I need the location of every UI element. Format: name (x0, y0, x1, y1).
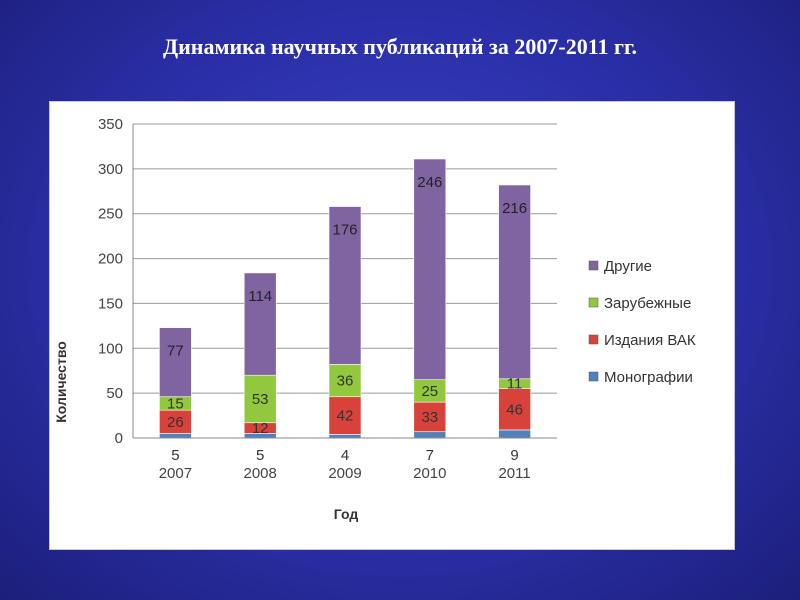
data-label: 53 (252, 391, 269, 408)
legend-label: Издания ВАК (604, 332, 696, 349)
y-tick-label: 150 (98, 295, 123, 312)
bar-segment (498, 184, 531, 380)
labels-layer: 5 26 15 77 5 12 53 114 4 42 36 176 7 33 25 246 9 46 11 216 (167, 174, 527, 464)
x-tick-label: 2008 (244, 465, 277, 482)
data-label: 7 (426, 447, 434, 464)
y-tick-label: 200 (98, 251, 123, 268)
axis-layer: 0 50 100 150 200 250 300 350 2007 2008 2009 2010 201… (98, 116, 557, 482)
y-tick-label: 300 (98, 161, 123, 178)
data-label: 114 (248, 288, 272, 305)
bar-segment (498, 388, 531, 431)
bar-segment (413, 431, 447, 439)
x-tick-label: 2007 (159, 465, 192, 482)
y-tick-label: 250 (98, 206, 123, 223)
y-tick-label: 100 (98, 340, 123, 357)
data-label: 216 (502, 200, 527, 217)
data-label: 15 (167, 395, 184, 412)
data-label: 4 (341, 447, 349, 464)
legend-layer: Другие Зарубежные Издания ВАК Монографии (588, 258, 696, 386)
x-tick-label: 2010 (413, 465, 446, 482)
data-label: 26 (167, 414, 184, 431)
legend-label: Другие (604, 258, 652, 275)
data-label: 5 (171, 447, 179, 464)
legend-label: Монографии (604, 369, 693, 386)
data-label: 33 (421, 409, 438, 426)
data-label: 36 (337, 373, 354, 390)
y-axis-title: Количество (53, 341, 69, 423)
y-tick-label: 0 (115, 430, 123, 447)
bar-segment (413, 158, 447, 380)
legend-label: Зарубежные (604, 295, 691, 312)
x-tick-label: 2011 (498, 465, 530, 482)
data-label: 12 (252, 420, 269, 437)
bar-segment (328, 206, 362, 365)
legend-swatch (588, 371, 599, 382)
bar-segment (328, 364, 362, 398)
y-tick-label: 350 (98, 116, 123, 133)
slide-title: Динамика научных публикаций за 2007-2011… (163, 34, 637, 59)
data-label: 77 (167, 343, 184, 360)
legend-swatch (588, 297, 599, 308)
bar-segment (159, 433, 192, 439)
legend-swatch (588, 260, 599, 271)
data-label: 11 (507, 376, 523, 393)
bar-segment (328, 396, 362, 435)
data-label: 42 (337, 408, 354, 425)
bar-segment (243, 272, 277, 376)
x-tick-label: 2009 (328, 465, 361, 482)
bar-segment (159, 327, 192, 398)
bar-segment (328, 434, 362, 439)
legend-swatch (588, 334, 599, 345)
bar-segment (413, 401, 447, 433)
data-label: 9 (510, 447, 518, 464)
bars-layer (159, 158, 531, 439)
x-axis-title: Год (334, 506, 359, 522)
data-label: 246 (417, 174, 442, 191)
data-label: 25 (421, 383, 438, 400)
chart-panel: 5 26 15 77 5 12 53 114 4 42 36 176 7 33 25 246 9 46 11 216 … (49, 101, 735, 550)
bar-segment (243, 374, 277, 424)
bar-segment (498, 429, 531, 439)
stacked-bar-chart: 526157751253114442361767332524694611216 … (53, 116, 696, 522)
y-tick-label: 50 (106, 385, 123, 402)
data-label: 5 (256, 447, 264, 464)
data-label: 46 (506, 401, 523, 418)
data-label: 176 (332, 222, 357, 239)
